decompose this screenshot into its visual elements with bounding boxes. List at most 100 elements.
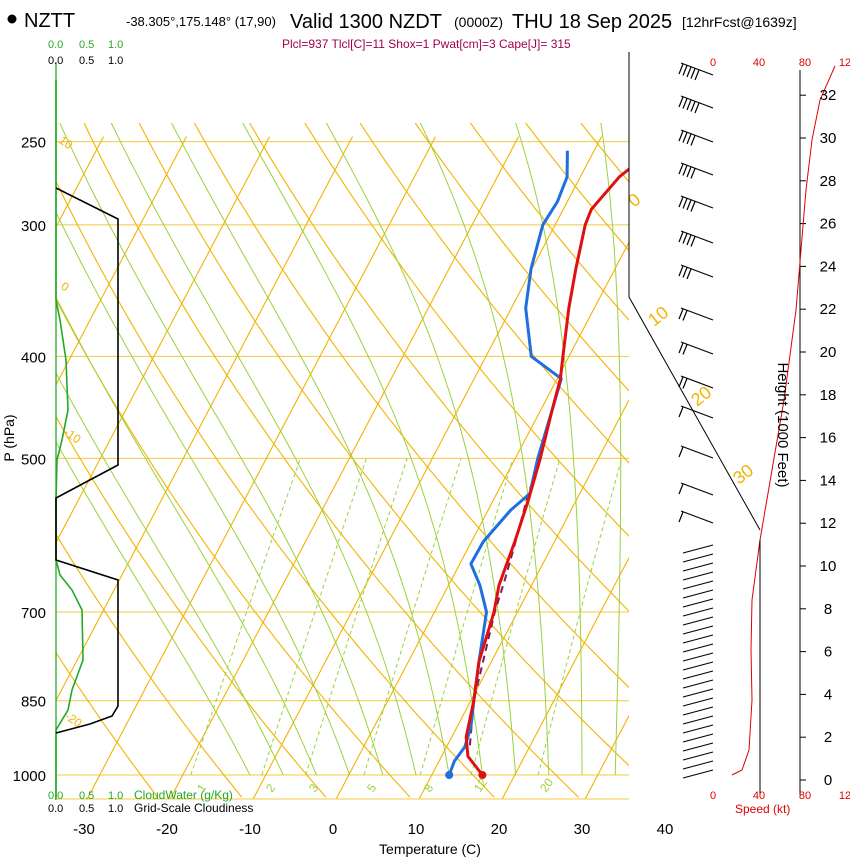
wind-barb [682, 742, 714, 752]
wind-barb [682, 751, 714, 761]
cloudiness-tick-bottom-0: 0.0 [48, 803, 63, 815]
dry-adiabat [83, 122, 579, 798]
cloudiness-tick-top-0: 0.0 [48, 55, 63, 67]
pressure-tick-1000: 1000 [13, 768, 46, 785]
wind-barb [682, 643, 714, 653]
moist-adiabat [56, 296, 317, 776]
wind-barb [678, 341, 714, 355]
height-tick-24: 24 [820, 258, 837, 275]
moist-adiabat [56, 440, 251, 776]
cloudiness-legend: Grid-Scale Cloudiness [134, 801, 253, 815]
wind-barb [678, 445, 714, 459]
wind-barb [682, 544, 714, 554]
temp-tick--20: -20 [156, 821, 178, 838]
station-coords: -38.305°,175.148° (17,90) [126, 14, 276, 29]
wind-barb [682, 598, 714, 608]
wind-barb [678, 95, 714, 114]
dry-adiabat [138, 122, 629, 767]
pressure-tick-400: 400 [21, 349, 46, 366]
cloudiness-tick-top-2: 1.0 [108, 55, 123, 67]
speed-tick-bottom-0: 0 [710, 790, 716, 802]
wind-barb [678, 62, 714, 81]
wind-barb [678, 307, 714, 321]
dry-adiabat [193, 122, 629, 689]
mixing-ratio-line [537, 458, 623, 776]
dry-adiabat [56, 180, 495, 798]
wind-barb [678, 510, 714, 524]
cloudwater-tick-bottom-2: 1.0 [108, 790, 123, 802]
height-axis-title: Height (1000 Feet) [774, 362, 791, 487]
valid-date: THU 18 Sep 2025 [512, 11, 672, 33]
isotherm-line [86, 136, 437, 799]
speed-tick-top-120: 12 [839, 57, 850, 69]
surface-dewpoint-dot [445, 771, 454, 779]
dry-adiabat [56, 415, 327, 798]
height-tick-20: 20 [820, 344, 837, 361]
pressure-tick-300: 300 [21, 218, 46, 235]
moist-adiabat [59, 122, 384, 776]
height-tick-14: 14 [820, 472, 837, 489]
height-tick-4: 4 [824, 686, 832, 703]
moist-adiabat [325, 122, 517, 776]
wind-barb [682, 571, 714, 581]
moist-adiabat [110, 122, 417, 776]
wind-barb [682, 688, 714, 698]
dry-adiabat [56, 651, 159, 798]
wind-barb [682, 679, 714, 689]
height-tick-30: 30 [820, 130, 837, 147]
wind-barb [682, 589, 714, 599]
temperature-trace [464, 167, 629, 776]
wind-barb [682, 580, 714, 590]
isotherm-line [335, 241, 629, 799]
moist-adiabat [419, 122, 550, 776]
temp-tick--10: -10 [239, 821, 261, 838]
wind-barb [678, 230, 714, 247]
temp-tick-30: 30 [574, 821, 591, 838]
mixing-ratio-line [470, 458, 561, 776]
surface-temperature-dot [478, 771, 487, 779]
wind-barb [682, 760, 714, 770]
wind-barb [682, 706, 714, 716]
stability-params: Plcl=937 Tlcl[C]=11 Shox=1 Pwat[cm]=3 Ca… [282, 37, 571, 51]
pressure-tick-250: 250 [21, 135, 46, 152]
wind-barb [678, 405, 714, 419]
wind-barb [678, 264, 714, 280]
cloudwater-tick-bottom-1: 0.5 [79, 790, 94, 802]
temp-tick-40: 40 [657, 821, 674, 838]
wind-barb [682, 670, 714, 680]
dry-adiabat [414, 122, 629, 392]
wind-barb [682, 652, 714, 662]
dry-adiabat [249, 122, 629, 612]
height-tick-6: 6 [824, 644, 832, 661]
pressure-tick-700: 700 [21, 605, 46, 622]
y-axis-title: P (hPa) [1, 414, 17, 461]
wind-speed-profile [731, 65, 836, 776]
height-tick-18: 18 [820, 387, 837, 404]
height-tick-16: 16 [820, 430, 837, 447]
wind-barb [678, 375, 714, 389]
forecast-info: [12hrFcst@1639z] [682, 14, 797, 30]
wind-barb [682, 697, 714, 707]
temp-tick--30: -30 [73, 821, 95, 838]
cloudiness-tick-bottom-1: 0.5 [79, 803, 94, 815]
wind-barb [682, 661, 714, 671]
speed-tick-bottom-120: 12 [839, 790, 850, 802]
valid-time: Valid 1300 NZDT [290, 11, 442, 33]
mixing-ratio-line [419, 458, 514, 776]
wind-barb [678, 482, 714, 496]
pressure-tick-850: 850 [21, 694, 46, 711]
wind-barb [678, 195, 714, 212]
dry-adiabat [359, 122, 629, 464]
cloudwater-legend: CloudWater (g/Kg) [134, 788, 233, 802]
moist-adiabat [56, 211, 351, 776]
dry-adiabat [56, 533, 243, 798]
dry-adiabat [304, 122, 629, 537]
x-axis-title: Temperature (C) [379, 841, 481, 857]
temp-tick-10: 10 [408, 821, 425, 838]
wind-barb [682, 769, 714, 779]
height-tick-28: 28 [820, 173, 837, 190]
speed-tick-top-0: 0 [710, 57, 716, 69]
height-tick-2: 2 [824, 729, 832, 746]
cloudiness-tick-bottom-2: 1.0 [108, 803, 123, 815]
